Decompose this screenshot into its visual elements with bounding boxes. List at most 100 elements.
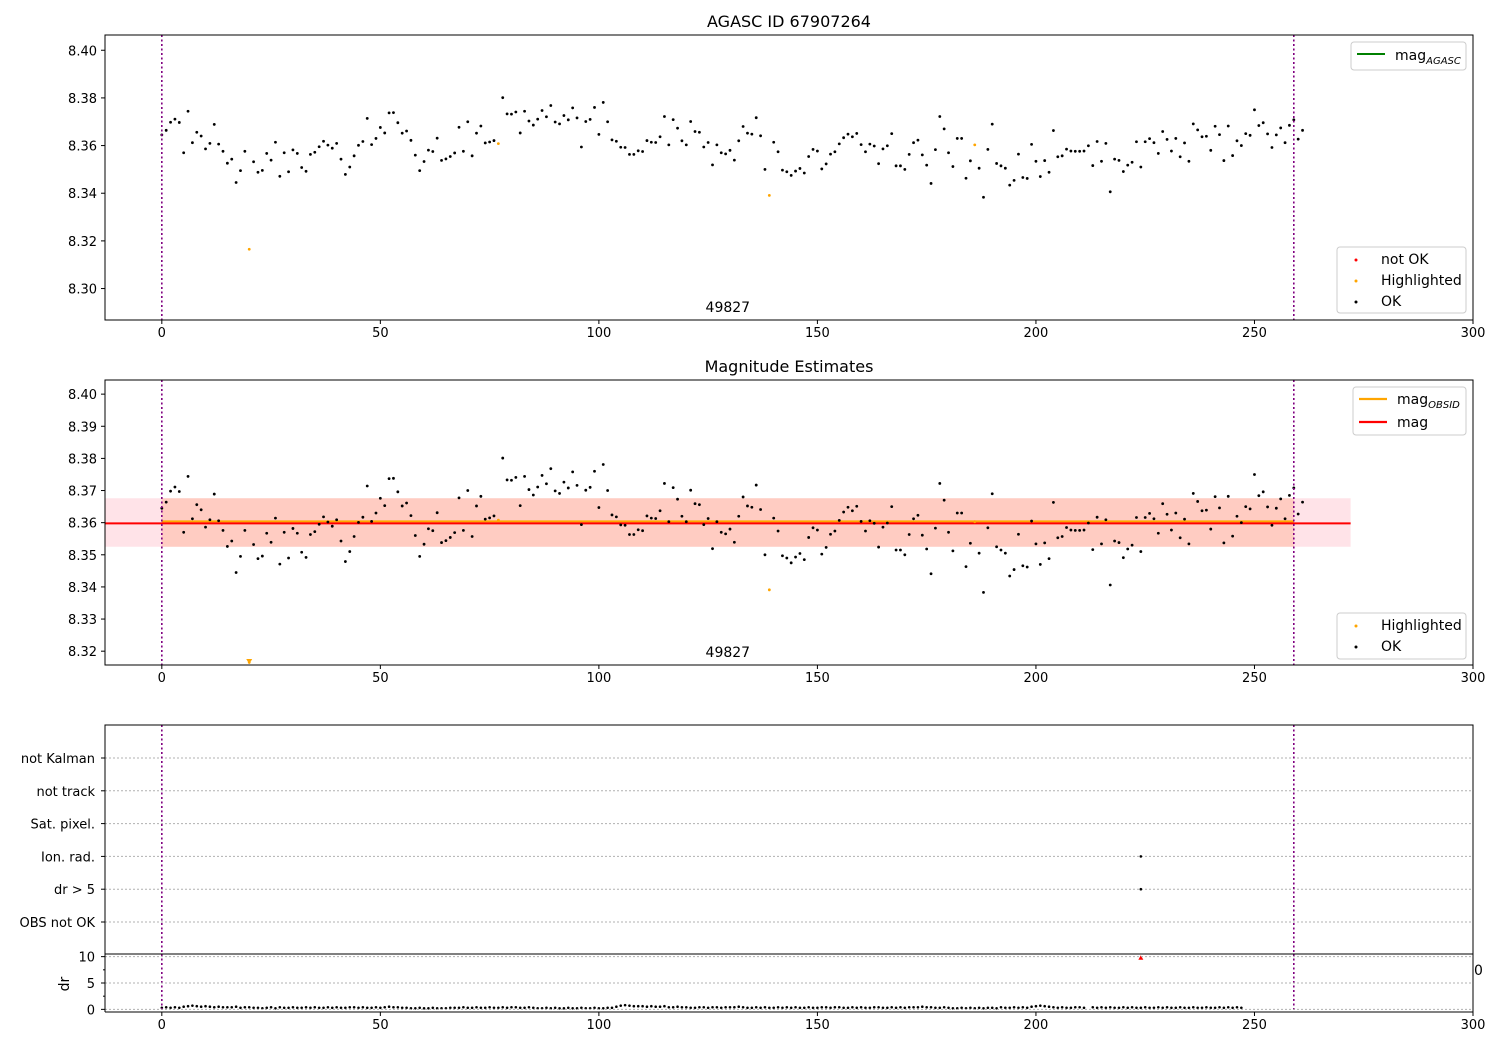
p1-xtick-label: 150 [805,326,830,341]
ok-point [885,521,889,525]
ok-point [636,149,640,153]
ok-point [225,161,229,165]
dr-point [396,1005,400,1009]
ok-point [698,503,701,507]
ok-point [536,485,540,489]
ok-point [859,519,863,523]
ok-point [492,514,496,518]
ok-point [1187,159,1191,163]
ok-point [824,546,828,549]
ok-point [1261,490,1265,494]
ok-point [601,101,605,104]
ok-point [1296,512,1300,516]
dr-point [370,1006,373,1010]
p1-ytick-label: 8.38 [68,92,97,107]
ok-point [322,515,325,519]
ok-point [169,489,172,493]
ok-point [1170,528,1173,532]
ok-point [833,150,837,154]
dr-point [1030,1005,1033,1009]
ok-point [850,509,854,513]
legend-not-ok-label: not OK [1381,252,1429,268]
dr-point [479,1006,483,1010]
ok-point [968,159,972,163]
ok-point [1130,543,1134,547]
ok-point [632,152,636,156]
ok-point [566,486,570,490]
ok-point [435,136,439,140]
dr-point [392,1005,395,1009]
ok-point [186,474,190,478]
dr-point [1240,1006,1243,1010]
ok-point [728,148,732,152]
ok-point [628,152,631,156]
ok-point [265,531,269,535]
ok-point [339,157,343,161]
p1-xtick-label: 100 [586,326,611,341]
dr-point [164,1005,168,1009]
ok-point [566,118,570,122]
legend-mag-agasc-label: magAGASC [1395,48,1461,67]
ok-point [1261,121,1265,125]
dr-point [999,1005,1003,1009]
ok-point [693,502,697,506]
dr-point [501,1005,505,1009]
ok-point [794,169,797,173]
dr-point [1004,1006,1007,1010]
ok-point [754,483,758,487]
ok-point [492,139,496,142]
ok-point [173,117,177,121]
ok-point [204,147,207,151]
ok-point [912,141,915,145]
dr-point [186,1004,190,1008]
dr-point [698,1005,701,1009]
ok-point [623,146,627,149]
ok-point [1078,149,1082,153]
legend-ok-marker [1354,300,1358,304]
ok-point [1012,568,1016,571]
ok-point [378,496,382,500]
ok-point [365,117,369,120]
ok-point [597,506,601,509]
ok-point [645,514,649,518]
ok-point [1200,509,1204,513]
ok-point [1283,141,1287,145]
dr-point [313,1005,317,1009]
ok-point [1209,527,1213,531]
dr-point [269,1005,273,1009]
ok-point [645,139,649,142]
ok-point [903,553,907,557]
ok-point [763,553,767,557]
ok-point [1069,149,1073,153]
ok-point [719,151,723,155]
ok-point [1213,124,1217,128]
p4-xtick-label: 300 [1461,1018,1486,1033]
ok-point [999,548,1003,552]
dr-point [365,1006,369,1010]
ok-point [1156,152,1160,155]
ok-point [370,143,374,147]
ok-point [1148,137,1151,141]
ok-point [1139,550,1143,553]
dr-point [741,1005,745,1009]
ok-point [925,163,929,167]
dr-point [1012,1005,1016,1009]
ok-point [947,530,950,534]
ok-point [348,550,352,553]
ok-point [1135,516,1138,519]
p2-xtick-label: 200 [1024,671,1049,686]
dr-point [724,1005,727,1009]
ok-point [855,504,859,508]
ok-point [479,124,483,128]
dr-ytick-label: 5 [87,977,95,992]
ok-point [964,565,968,569]
ok-point [239,554,242,558]
dr-point [1196,1006,1199,1010]
highlighted-point [767,193,771,197]
ok-point [1196,128,1200,132]
ok-point [1178,155,1182,159]
ok-point [846,132,850,136]
dr-point [566,1006,570,1010]
ok-point [274,516,277,520]
dr-point [1065,1006,1068,1010]
